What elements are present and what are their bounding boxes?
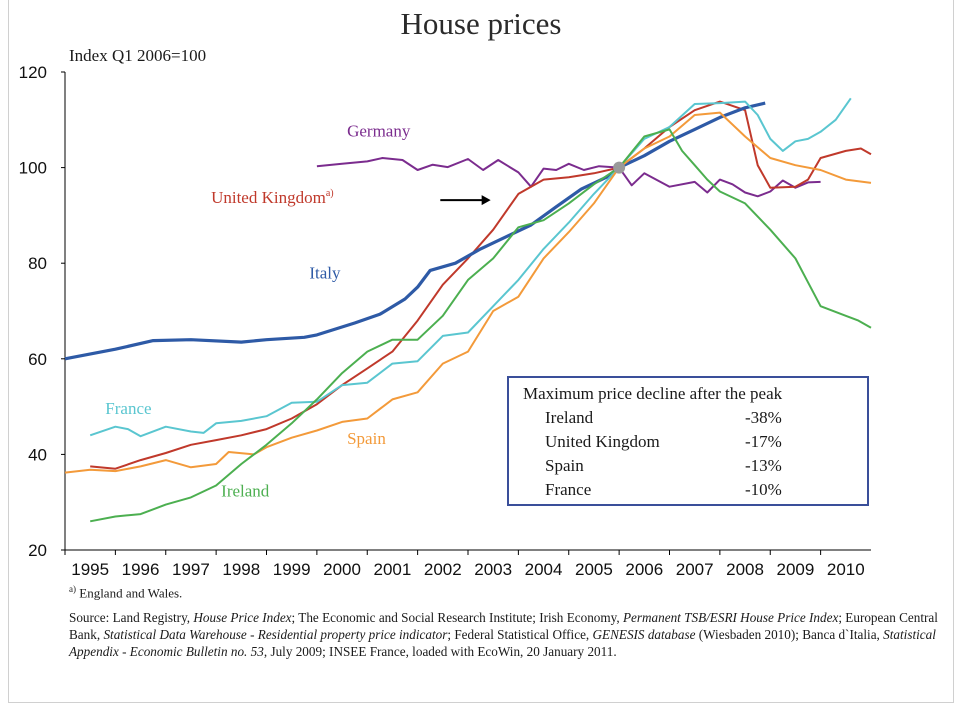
source-text: ; Federal Statistical Office,: [447, 627, 593, 642]
decline-country: United Kingdom: [545, 432, 660, 451]
y-tick-label: 60: [28, 350, 47, 369]
decline-country: France: [545, 480, 592, 499]
annotations: United Kingdoma): [211, 161, 626, 207]
superscript-note: a): [326, 188, 334, 199]
series-label-spain: Spain: [347, 429, 386, 448]
source-title: Statistical Appendix - Economic Bulletin…: [69, 627, 936, 659]
x-tick-label: 2001: [374, 560, 412, 579]
x-tick-label: 2003: [474, 560, 512, 579]
source-text: ; European Central Bank,: [69, 610, 938, 642]
x-tick-label: 2002: [424, 560, 462, 579]
source-title: Permanent TSB/ESRI House Price Index: [622, 610, 839, 625]
series-lines: [64, 97, 872, 523]
y-tick-label: 40: [28, 445, 47, 464]
x-tick-label: 2007: [676, 560, 714, 579]
series-labels: Germany Italy France Spain Ireland: [105, 122, 411, 501]
decline-country: Spain: [545, 456, 584, 475]
x-tick-label: 2010: [827, 560, 865, 579]
decline-country: Ireland: [545, 408, 594, 427]
decline-value: -17%: [745, 432, 782, 451]
series-line-germany: [316, 157, 821, 198]
series-label-ireland: Ireland: [221, 481, 270, 500]
y-tick-label: 100: [19, 159, 47, 178]
footnote-text: England and Wales.: [79, 585, 183, 601]
series-label-italy: Italy: [309, 263, 341, 282]
decline-value: -38%: [745, 408, 782, 427]
series-line-france: [89, 97, 852, 438]
source-text: Source: Land Registry,: [69, 610, 194, 625]
x-tick-label: 1996: [122, 560, 160, 579]
source-text: , July 2009; INSEE France, loaded with E…: [263, 644, 617, 659]
decline-table-title: Maximum price decline after the peak: [523, 384, 783, 403]
axes: 20 40 60 80 100 120 1995 1996 1997 1998 1999 2000 20…: [19, 63, 871, 579]
series-label-united-kingdom: United Kingdoma): [211, 188, 334, 207]
decline-value: -10%: [745, 480, 782, 499]
series-line-spain: [64, 111, 872, 474]
source-title: House Price Index: [193, 610, 292, 625]
x-tick-label: 2004: [525, 560, 563, 579]
x-tick-label: 2008: [726, 560, 764, 579]
series-label-france: France: [105, 399, 151, 418]
x-tick-label: 1998: [222, 560, 260, 579]
x-tick-label: 1997: [172, 560, 210, 579]
y-axis-label: Index Q1 2006=100: [69, 46, 207, 65]
x-tick-label: 2006: [625, 560, 663, 579]
series-line-ireland: [90, 128, 872, 523]
max-decline-table: Maximum price decline after the peak Ire…: [507, 376, 869, 506]
source-title: GENESIS database: [592, 627, 696, 642]
x-tick-label: 2000: [323, 560, 361, 579]
y-tick-label: 80: [28, 254, 47, 273]
series-line-italy: [64, 101, 766, 361]
chart-frame: House prices Index Q1 2006=100 20 40 60 80 1…: [8, 0, 954, 703]
series-line-united-kingdom: [90, 100, 872, 470]
source-title: Statistical Data Warehouse - Residential…: [103, 627, 448, 642]
arrowhead-icon: [481, 195, 491, 206]
source-note: Source: Land Registry, House Price Index…: [69, 609, 949, 660]
x-tick-label: 1999: [273, 560, 311, 579]
source-text: (Wiesbaden 2010); Banca d`Italia,: [695, 627, 884, 642]
x-tick-label: 1995: [71, 560, 109, 579]
reference-point-marker: [613, 161, 626, 174]
x-tick-label: 2005: [575, 560, 613, 579]
source-text: ; The Economic and Social Research Insti…: [291, 610, 623, 625]
x-tick-label: 2009: [777, 560, 815, 579]
series-label-germany: Germany: [347, 122, 411, 141]
chart-title: House prices: [400, 6, 562, 41]
footnote: a) England and Wales.: [69, 584, 182, 601]
y-tick-label: 120: [19, 63, 47, 82]
y-tick-label: 20: [28, 541, 47, 560]
footnote-mark: a): [69, 584, 76, 594]
decline-value: -13%: [745, 456, 782, 475]
line-chart: 20 40 60 80 100 120 1995 1996 1997 1998 1999 2000 20…: [19, 63, 872, 579]
